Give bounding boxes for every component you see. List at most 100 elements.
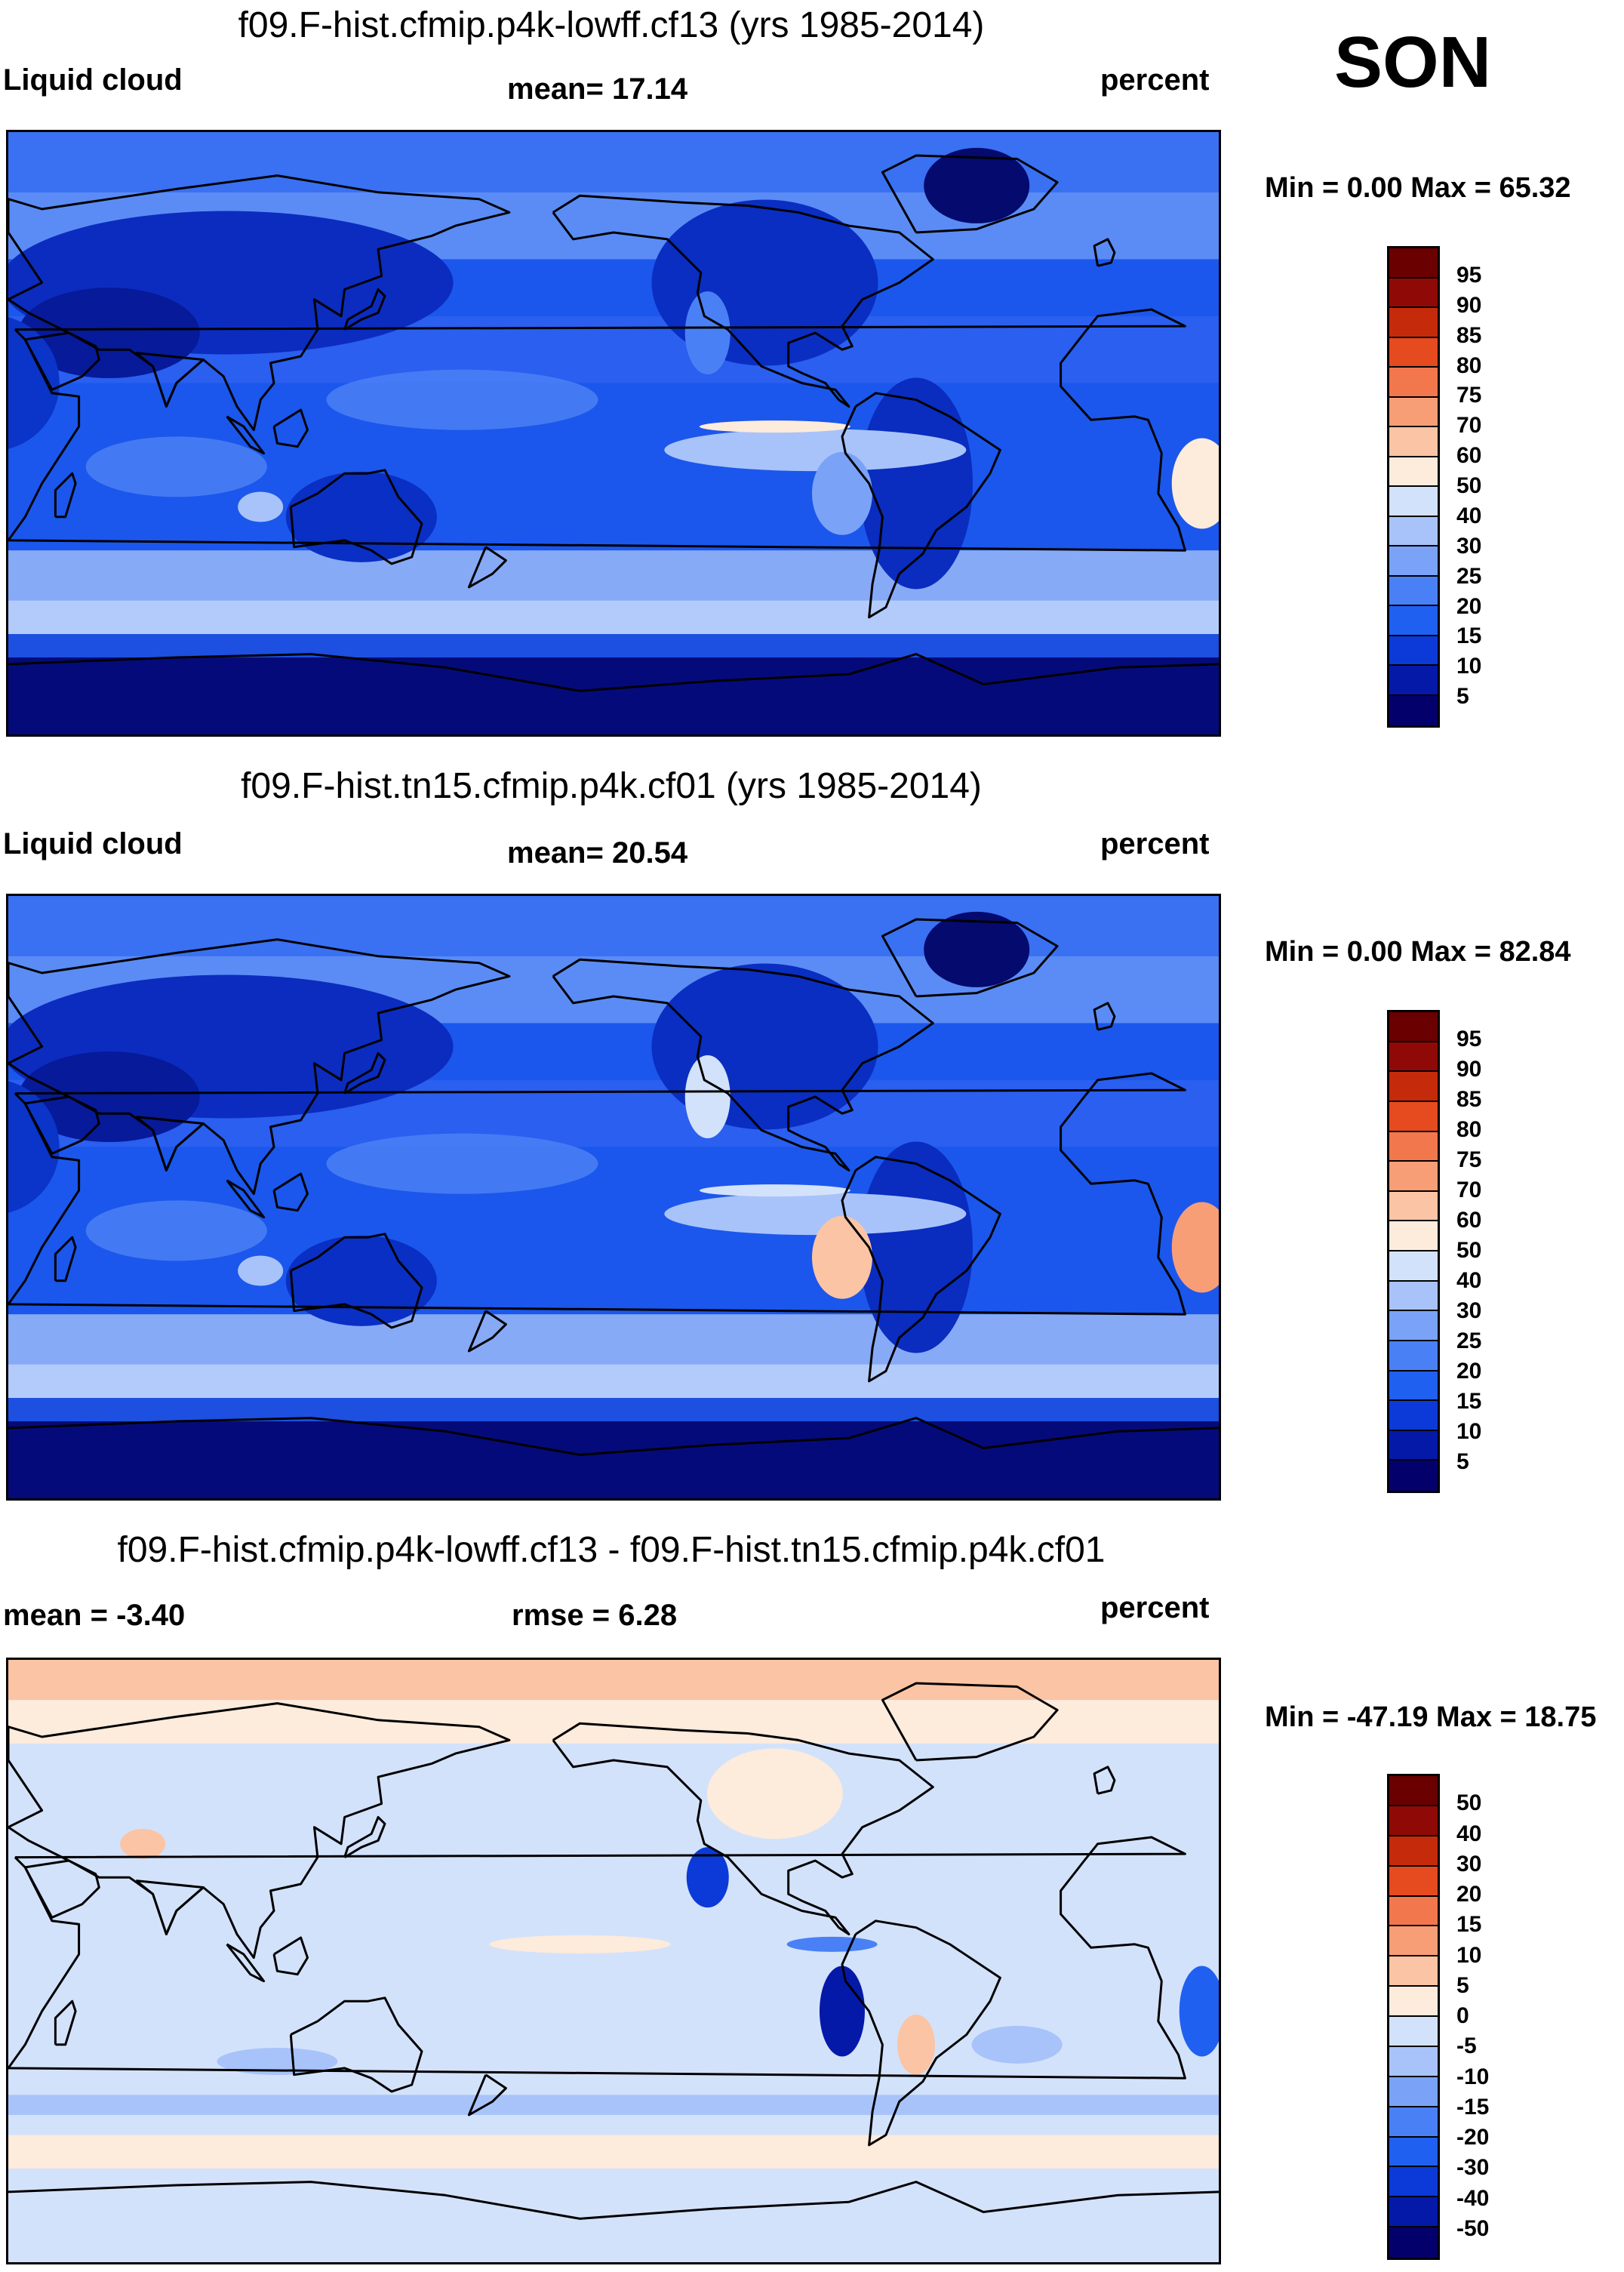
field-band-antarctica <box>8 2178 1219 2262</box>
field-diff-andes <box>897 2014 935 2075</box>
field-band-southern-ocean <box>8 1364 1219 1398</box>
colorbar-tick-label: -20 <box>1456 2125 1490 2150</box>
field-south-america <box>860 1141 973 1353</box>
colorbar-swatch <box>1389 278 1438 308</box>
field-diff-peru <box>819 1966 865 2057</box>
coastline <box>289 1233 423 1329</box>
colorbar-swatch <box>1389 516 1438 546</box>
coastline <box>54 2000 77 2046</box>
field-band-south-storm-track <box>8 1314 1219 1372</box>
field-band-south-storm-track <box>8 550 1219 608</box>
coastline <box>1093 1002 1116 1031</box>
colorbar-swatch <box>1389 1072 1438 1102</box>
coastline <box>1093 238 1116 267</box>
colorbar-tick-label: -30 <box>1456 2155 1490 2181</box>
colorbar-tick-label: 85 <box>1456 1087 1482 1112</box>
colorbar-swatch <box>1389 1461 1438 1491</box>
colorbar-tick-label: 95 <box>1456 1027 1482 1051</box>
panel-1-colorbar <box>1387 246 1440 728</box>
colorbar-tick-label: -10 <box>1456 2064 1490 2089</box>
colorbar-swatch <box>1389 2227 1438 2258</box>
colorbar-tick-label: -15 <box>1456 2094 1490 2120</box>
field-greenland <box>924 911 1030 987</box>
colorbar-swatch <box>1389 1926 1438 1957</box>
colorbar-swatch <box>1389 2077 1438 2107</box>
colorbar-tick-label: 50 <box>1456 1238 1482 1263</box>
colorbar-swatch <box>1389 1101 1438 1132</box>
coastline <box>289 469 423 565</box>
colorbar-swatch <box>1389 308 1438 338</box>
coastline <box>841 1156 1001 1383</box>
field-sc-namibia <box>1171 438 1219 529</box>
coastline <box>226 1943 266 1983</box>
colorbar-swatch <box>1389 1012 1438 1042</box>
colorbar-tick-label: 75 <box>1456 383 1482 408</box>
panel-3-minmax: Min = -47.19 Max = 18.75 <box>1265 1701 1597 1733</box>
coastline <box>272 408 309 448</box>
coastline <box>467 2073 507 2117</box>
colorbar-swatch <box>1389 368 1438 398</box>
field-diff-north-america <box>706 1748 843 1839</box>
colorbar-tick-label: 25 <box>1456 563 1482 589</box>
colorbar-tick-label: 30 <box>1456 533 1482 559</box>
coastline <box>23 331 100 391</box>
coastline <box>272 1936 309 1976</box>
colorbar-swatch <box>1389 576 1438 606</box>
colorbar-tick-label: -40 <box>1456 2185 1490 2211</box>
panel-1-mean-label: mean= 17.14 <box>507 72 688 106</box>
coastline <box>8 308 1186 552</box>
colorbar-tick-label: 5 <box>1456 1972 1469 1998</box>
colorbar-swatch <box>1389 1806 1438 1836</box>
field-sc-west-australia <box>238 491 284 522</box>
panel-3-map-svg <box>8 1660 1219 2262</box>
field-sc-california <box>684 291 730 374</box>
colorbar-swatch <box>1389 2137 1438 2168</box>
colorbar-swatch <box>1389 2046 1438 2077</box>
colorbar-tick-label: 95 <box>1456 262 1482 288</box>
colorbar-tick-label: 20 <box>1456 1882 1482 1907</box>
colorbar-tick-label: -5 <box>1456 2033 1477 2059</box>
coastline <box>8 1417 1219 1456</box>
field-itcz-band <box>699 1184 850 1197</box>
coastline <box>8 2181 1219 2220</box>
colorbar-swatch <box>1389 1251 1438 1282</box>
colorbar-swatch <box>1389 666 1438 696</box>
field-indian-ocean <box>85 436 267 497</box>
panel-2-mean-label: mean= 20.54 <box>507 836 688 870</box>
field-africa <box>8 1081 60 1213</box>
colorbar-tick-label: 5 <box>1456 1449 1469 1474</box>
colorbar-swatch <box>1389 1162 1438 1192</box>
field-greenland <box>924 147 1030 223</box>
colorbar-tick-label: 30 <box>1456 1851 1482 1876</box>
coastline <box>343 288 386 331</box>
colorbar-swatch <box>1389 606 1438 636</box>
coastline <box>841 1920 1001 2147</box>
panel-2-minmax: Min = 0.00 Max = 82.84 <box>1265 936 1571 968</box>
panel-1-title: f09.F-hist.cfmip.p4k-lowff.cf13 (yrs 198… <box>238 5 985 45</box>
colorbar-tick-label: 50 <box>1456 1790 1482 1816</box>
field-band-arctic <box>8 132 1219 192</box>
field-band-antarctica <box>8 657 1219 734</box>
panel-2-title: f09.F-hist.tn15.cfmip.p4k.cf01 (yrs 1985… <box>241 766 982 806</box>
field-sc-namibia <box>1171 1202 1219 1293</box>
colorbar-tick-label: 5 <box>1456 684 1469 710</box>
coastline <box>289 1996 423 2093</box>
colorbar-tick-label: 15 <box>1456 1389 1482 1414</box>
field-band-antarctica <box>8 1421 1219 1498</box>
field-west-pacific <box>326 369 598 430</box>
panel-2-colorbar <box>1387 1010 1440 1493</box>
colorbar-tick-label: 50 <box>1456 473 1482 498</box>
panel-1-variable-label: Liquid cloud <box>3 63 183 97</box>
colorbar-swatch <box>1389 487 1438 517</box>
coastline <box>552 958 934 1171</box>
field-diff-california <box>686 1847 729 1908</box>
field-sc-peru <box>811 1215 872 1299</box>
colorbar-tick-label: 10 <box>1456 1419 1482 1444</box>
coastline <box>467 1310 507 1353</box>
colorbar-swatch <box>1389 695 1438 725</box>
field-band-antarctic-edge <box>8 634 1219 658</box>
coastline <box>881 1682 1059 1762</box>
colorbar-swatch <box>1389 397 1438 427</box>
field-australia <box>285 471 437 562</box>
colorbar-tick-label: 80 <box>1456 1117 1482 1142</box>
